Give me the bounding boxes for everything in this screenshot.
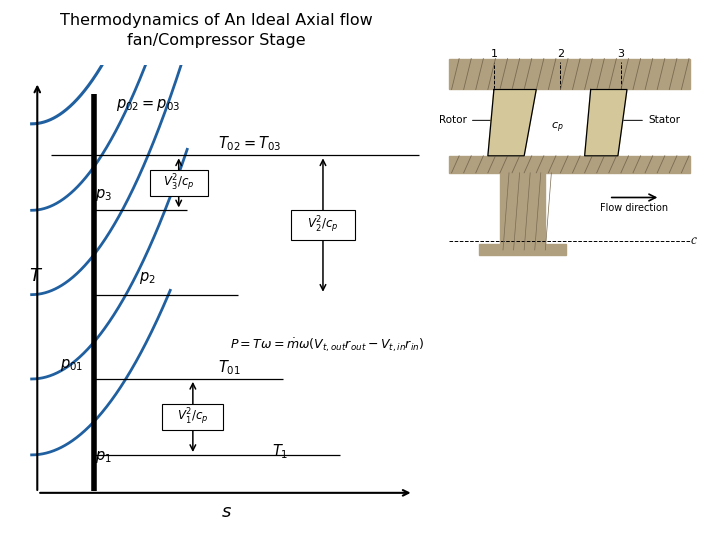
FancyBboxPatch shape	[291, 210, 355, 240]
Text: $V_3^2/c_p$: $V_3^2/c_p$	[163, 173, 194, 193]
Text: Stator: Stator	[648, 116, 680, 125]
Text: Flow direction: Flow direction	[600, 204, 669, 213]
Polygon shape	[488, 90, 536, 156]
Text: $p_{02} = p_{03}$: $p_{02} = p_{03}$	[117, 97, 181, 113]
Text: $T$: $T$	[29, 267, 42, 285]
Text: 2: 2	[557, 49, 564, 59]
Text: $p_1$: $p_1$	[95, 449, 112, 465]
Text: Rotor: Rotor	[438, 116, 467, 125]
Text: $T_{01}$: $T_{01}$	[218, 358, 241, 377]
Text: $V_2^2/c_p$: $V_2^2/c_p$	[307, 215, 339, 235]
Text: $c_p$: $c_p$	[551, 121, 564, 136]
Text: $p_3$: $p_3$	[95, 187, 112, 203]
Bar	[449, 59, 690, 90]
Text: Thermodynamics of An Ideal Axial flow
fan/Compressor Stage: Thermodynamics of An Ideal Axial flow fa…	[60, 14, 372, 48]
FancyBboxPatch shape	[150, 170, 208, 195]
Text: $P = T\omega = \dot{m}\omega\left(V_{t,out}r_{out} - V_{t,in}r_{in}\right)$: $P = T\omega = \dot{m}\omega\left(V_{t,o…	[230, 336, 424, 354]
Text: $T_{02} = T_{03}$: $T_{02} = T_{03}$	[218, 134, 282, 153]
Bar	[500, 173, 545, 250]
Text: 1: 1	[490, 49, 498, 59]
Bar	[449, 156, 690, 173]
Text: $p_2$: $p_2$	[139, 270, 156, 286]
Text: 3: 3	[618, 49, 624, 59]
Bar	[479, 244, 567, 254]
Text: $p_{01}$: $p_{01}$	[60, 356, 84, 373]
Text: $V_1^2/c_p$: $V_1^2/c_p$	[177, 407, 209, 427]
Text: $T_1$: $T_1$	[272, 442, 289, 461]
FancyBboxPatch shape	[162, 404, 223, 430]
Text: $\mathcal{C}$: $\mathcal{C}$	[690, 235, 698, 246]
Text: $s$: $s$	[221, 503, 233, 522]
Polygon shape	[585, 90, 627, 156]
